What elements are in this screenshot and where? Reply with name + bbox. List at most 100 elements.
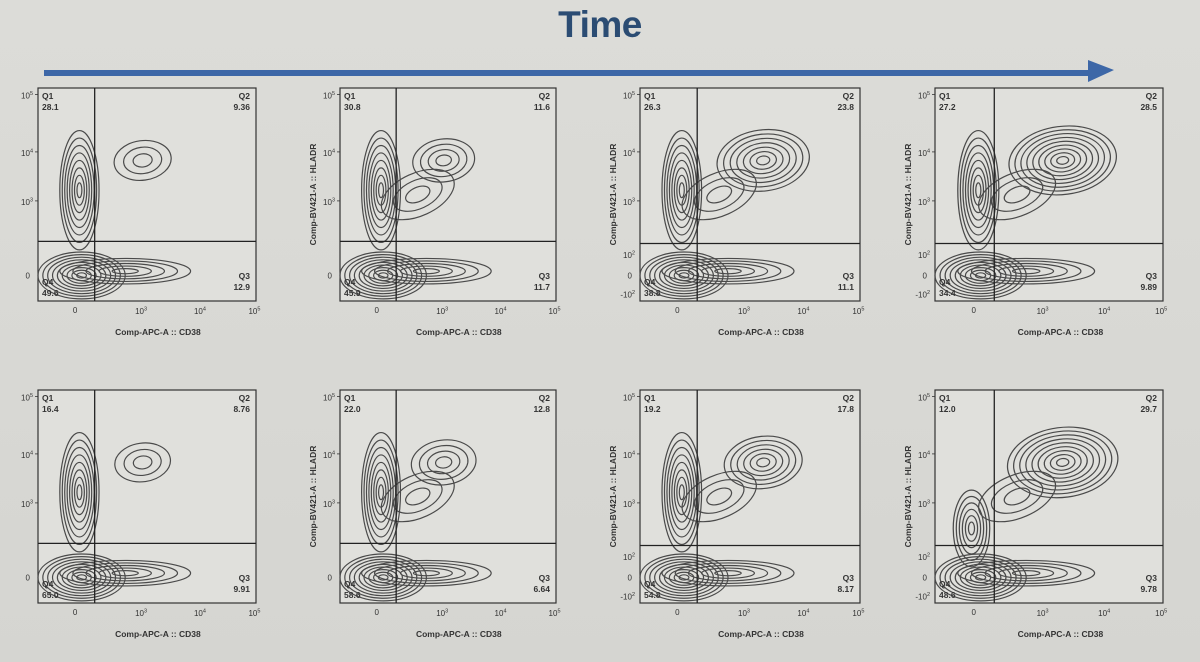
x-tick-0: 103 <box>738 609 750 619</box>
density-contours <box>639 432 803 602</box>
density-contours <box>339 432 492 602</box>
q1-value: 27.2 <box>939 102 956 112</box>
q1-label: Q1 <box>939 393 951 403</box>
y-tick-2: 103 <box>21 499 33 509</box>
q1-value: 28.1 <box>42 102 59 112</box>
q2-value: 29.7 <box>1140 404 1157 414</box>
y-tick-1: 104 <box>623 450 635 460</box>
q2-value: 11.6 <box>534 102 550 112</box>
q2-value: 17.8 <box>837 404 854 414</box>
y-tick-zero: 0 <box>26 271 31 280</box>
y-tick-zero: 0 <box>628 271 633 280</box>
y-tick-0: 105 <box>323 393 335 403</box>
y-tick-2: 103 <box>918 499 930 509</box>
x-tick-0: 103 <box>436 307 448 317</box>
x-tick-0: 103 <box>1037 307 1049 317</box>
q2-label: Q2 <box>843 91 855 101</box>
x-tick-zero: 0 <box>73 306 78 315</box>
y-tick-zero: 0 <box>628 573 633 582</box>
q1-label: Q1 <box>344 91 356 101</box>
x-tick-zero: 0 <box>675 306 680 315</box>
x-tick-0: 103 <box>135 307 147 317</box>
q2-label: Q2 <box>843 393 855 403</box>
x-tick-2: 105 <box>248 609 260 619</box>
q4-value: 54.8 <box>644 590 661 600</box>
q2-label: Q2 <box>1146 91 1158 101</box>
plot-frame <box>339 87 557 302</box>
flow-panel-r2c1: Q1 16.4 Q2 8.76 Q3 9.91 Q4 65.0 105 104 103 0 0 103 10… <box>6 389 274 656</box>
q4-label: Q4 <box>42 579 54 589</box>
y-tick-2: 103 <box>323 197 335 207</box>
y-tick-1: 104 <box>323 450 335 460</box>
x-tick-0: 103 <box>436 609 448 619</box>
density-contours <box>37 130 192 300</box>
x-axis-label: Comp-APC-A :: CD38 <box>416 327 502 337</box>
x-axis-label: Comp-APC-A :: CD38 <box>718 327 804 337</box>
q3-label: Q3 <box>843 573 855 583</box>
y-tick-zero: 0 <box>328 573 333 582</box>
q1-label: Q1 <box>42 91 54 101</box>
q1-label: Q1 <box>644 393 656 403</box>
flow-panel-r2c4: Q1 12.0 Q2 29.7 Q3 9.78 Q4 48.6 105 104 103 102 0 -10… <box>903 389 1181 656</box>
q1-value: 22.0 <box>344 404 361 414</box>
q3-label: Q3 <box>239 271 251 281</box>
q2-value: 12.8 <box>533 404 550 414</box>
q3-label: Q3 <box>539 271 551 281</box>
page-title: Time <box>558 4 642 45</box>
x-tick-zero: 0 <box>972 608 977 617</box>
y-axis-label: Comp-BV421-A :: HLADR <box>903 446 913 548</box>
y-tick-neg: -102 <box>620 592 635 602</box>
plot-frame <box>639 87 861 302</box>
y-tick-2: 103 <box>323 499 335 509</box>
x-axis-label: Comp-APC-A :: CD38 <box>1018 327 1104 337</box>
q3-value: 11.7 <box>534 282 550 292</box>
x-axis-label: Comp-APC-A :: CD38 <box>1018 629 1104 639</box>
y-tick-neg: -102 <box>915 592 930 602</box>
y-tick-2: 103 <box>623 499 635 509</box>
y-tick-1: 104 <box>623 148 635 158</box>
q1-value: 30.8 <box>344 102 361 112</box>
x-axis-label: Comp-APC-A :: CD38 <box>115 327 201 337</box>
y-tick-3: 102 <box>918 251 930 261</box>
flow-panel-r2c2: Q1 22.0 Q2 12.8 Q3 6.64 Q4 58.6 105 104 103 0 0 103 10… <box>308 389 574 656</box>
q2-label: Q2 <box>239 393 251 403</box>
x-tick-2: 105 <box>852 307 864 317</box>
q4-value: 45.9 <box>344 288 361 298</box>
q3-value: 6.64 <box>533 584 550 594</box>
y-tick-0: 105 <box>323 91 335 101</box>
q4-label: Q4 <box>42 277 54 287</box>
y-tick-2: 103 <box>21 197 33 207</box>
density-contours <box>37 432 192 602</box>
y-tick-neg: -102 <box>620 290 635 300</box>
y-tick-3: 102 <box>623 553 635 563</box>
y-tick-1: 104 <box>918 450 930 460</box>
q4-label: Q4 <box>939 277 951 287</box>
q4-label: Q4 <box>344 277 356 287</box>
x-tick-2: 105 <box>1155 307 1167 317</box>
q4-value: 65.0 <box>42 590 59 600</box>
x-axis-label: Comp-APC-A :: CD38 <box>718 629 804 639</box>
x-tick-1: 104 <box>797 609 809 619</box>
y-axis-label: Comp-BV421-A :: HLADR <box>308 144 318 246</box>
q1-label: Q1 <box>42 393 54 403</box>
y-tick-0: 105 <box>918 393 930 403</box>
x-tick-1: 104 <box>1098 609 1110 619</box>
q3-value: 9.91 <box>233 584 250 594</box>
flow-panel-r1c2: Q1 30.8 Q2 11.6 Q3 11.7 Q4 45.9 105 104 103 0 0 103 10… <box>308 87 574 354</box>
q1-value: 12.0 <box>939 404 956 414</box>
q3-value: 11.1 <box>838 282 854 292</box>
q1-value: 26.3 <box>644 102 661 112</box>
x-axis-label: Comp-APC-A :: CD38 <box>416 629 502 639</box>
q1-label: Q1 <box>939 91 951 101</box>
x-tick-1: 104 <box>194 307 206 317</box>
x-tick-1: 104 <box>1098 307 1110 317</box>
plot-frame <box>339 389 557 604</box>
y-tick-1: 104 <box>323 148 335 158</box>
q3-label: Q3 <box>1146 573 1158 583</box>
y-tick-1: 104 <box>21 450 33 460</box>
